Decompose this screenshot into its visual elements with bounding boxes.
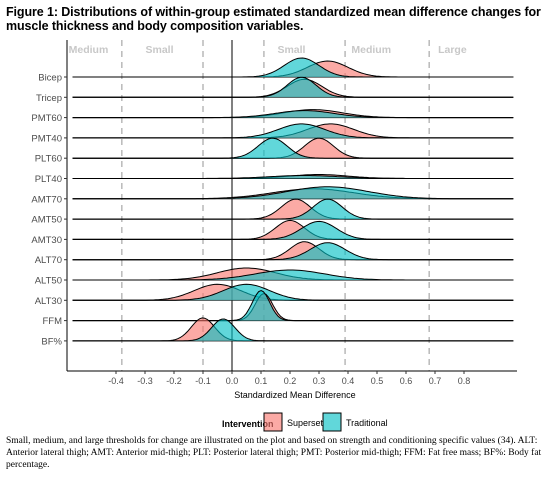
ridge-outline-traditional-PLT40 bbox=[72, 175, 514, 179]
y-tick-label: ALT30 bbox=[35, 296, 62, 307]
x-tick-label: 0.2 bbox=[284, 376, 297, 386]
y-tick-label: AMT30 bbox=[31, 235, 62, 246]
ridge-fill-superset-AMT30 bbox=[72, 220, 514, 240]
ridge-outline-traditional-AMT30 bbox=[72, 220, 514, 240]
y-tick-label: PLT40 bbox=[35, 174, 62, 185]
ridge-fill-traditional-PLT60 bbox=[72, 138, 514, 159]
x-tick-label: 0.6 bbox=[400, 376, 413, 386]
ridge-outline-traditional-Tricep bbox=[72, 76, 514, 98]
threshold-label-4: Large bbox=[438, 44, 467, 56]
y-tick-label: PLT60 bbox=[35, 154, 62, 165]
ridge-fill-traditional-AMT70 bbox=[72, 186, 514, 199]
ridge-outline-traditional-Bicep bbox=[72, 57, 514, 78]
threshold-label-1: Small bbox=[145, 44, 173, 56]
ridge-outline-traditional-BF% bbox=[72, 318, 514, 342]
y-tick-label: FFM bbox=[42, 316, 62, 327]
x-axis-title: Standardized Mean Difference bbox=[234, 390, 355, 400]
ridge-fill-traditional-BF% bbox=[72, 319, 514, 341]
ridge-fill-traditional-PMT60 bbox=[72, 110, 514, 118]
threshold-label-0: Medium bbox=[69, 44, 109, 56]
ridge-fill-traditional-Tricep bbox=[72, 77, 514, 98]
ridge-outline-traditional-ALT50 bbox=[72, 269, 514, 281]
y-tick-label: AMT50 bbox=[31, 215, 62, 226]
x-tick-label: 0.5 bbox=[371, 376, 384, 386]
ridge-fill-superset-ALT30 bbox=[72, 284, 514, 301]
y-tick-label: BF% bbox=[41, 336, 62, 347]
x-tick-label: 0.1 bbox=[255, 376, 268, 386]
figure-caption: Small, medium, and large thresholds for … bbox=[6, 436, 542, 470]
threshold-label-2: Small bbox=[277, 44, 305, 56]
legend-label-traditional: Traditional bbox=[346, 418, 388, 428]
ridge-fill-superset-ALT70 bbox=[72, 241, 514, 260]
ridge-outline-superset-BF% bbox=[72, 317, 514, 342]
y-tick-label: AMT70 bbox=[31, 194, 62, 205]
ridge-outline-traditional-ALT70 bbox=[72, 242, 514, 261]
x-tick-label: -0.1 bbox=[195, 376, 211, 386]
y-tick-label: ALT70 bbox=[35, 255, 62, 266]
y-tick-label: Bicep bbox=[38, 73, 62, 84]
x-tick-label: -0.4 bbox=[108, 376, 124, 386]
ridge-outline-traditional-PMT60 bbox=[72, 110, 514, 119]
x-tick-label: 0.3 bbox=[313, 376, 326, 386]
ridge-fill-traditional-FFM bbox=[72, 290, 514, 321]
ridge-outline-traditional-AMT50 bbox=[72, 198, 514, 220]
legend-label-superset: Superset bbox=[287, 418, 324, 428]
ridge-fill-traditional-PLT40 bbox=[72, 175, 514, 179]
ridgeline-plot: Medium Small Small Medium Large Bicep Tricep PM… bbox=[31, 40, 517, 432]
x-tick-label: 0.4 bbox=[342, 376, 355, 386]
ridge-fill-traditional-ALT50 bbox=[72, 270, 514, 280]
x-tick-label: 0.7 bbox=[429, 376, 442, 386]
figure-title: Figure 1: Distributions of within-group … bbox=[6, 5, 541, 33]
x-tick-label: 0.8 bbox=[458, 376, 471, 386]
threshold-label-3: Medium bbox=[351, 44, 391, 56]
legend-swatch-superset bbox=[263, 412, 283, 432]
ridge-fill-traditional-PMT40 bbox=[72, 123, 514, 138]
legend-title: Intervention bbox=[222, 419, 274, 429]
y-tick-label: PMT60 bbox=[31, 113, 62, 124]
y-tick-label: ALT50 bbox=[35, 276, 62, 287]
ridge-fill-superset-AMT50 bbox=[72, 199, 514, 220]
ridge-outline-traditional-PMT40 bbox=[72, 123, 514, 139]
y-tick-label: PMT40 bbox=[31, 133, 62, 144]
ridge-outline-traditional-AMT70 bbox=[72, 186, 514, 200]
ridge-outline-traditional-PLT60 bbox=[72, 137, 514, 159]
x-tick-label: 0.0 bbox=[226, 376, 239, 386]
legend-swatch-traditional bbox=[322, 412, 342, 432]
y-tick-label: Tricep bbox=[36, 93, 62, 104]
ridge-fill-superset-BF% bbox=[72, 317, 514, 341]
ridge-outline-traditional-ALT30 bbox=[72, 283, 514, 301]
ridge-outline-traditional-FFM bbox=[72, 290, 514, 322]
x-tick-label: -0.3 bbox=[137, 376, 153, 386]
ridge-fill-traditional-Bicep bbox=[72, 58, 514, 77]
x-tick-label: -0.2 bbox=[166, 376, 182, 386]
ridge-fill-traditional-AMT30 bbox=[72, 221, 514, 240]
